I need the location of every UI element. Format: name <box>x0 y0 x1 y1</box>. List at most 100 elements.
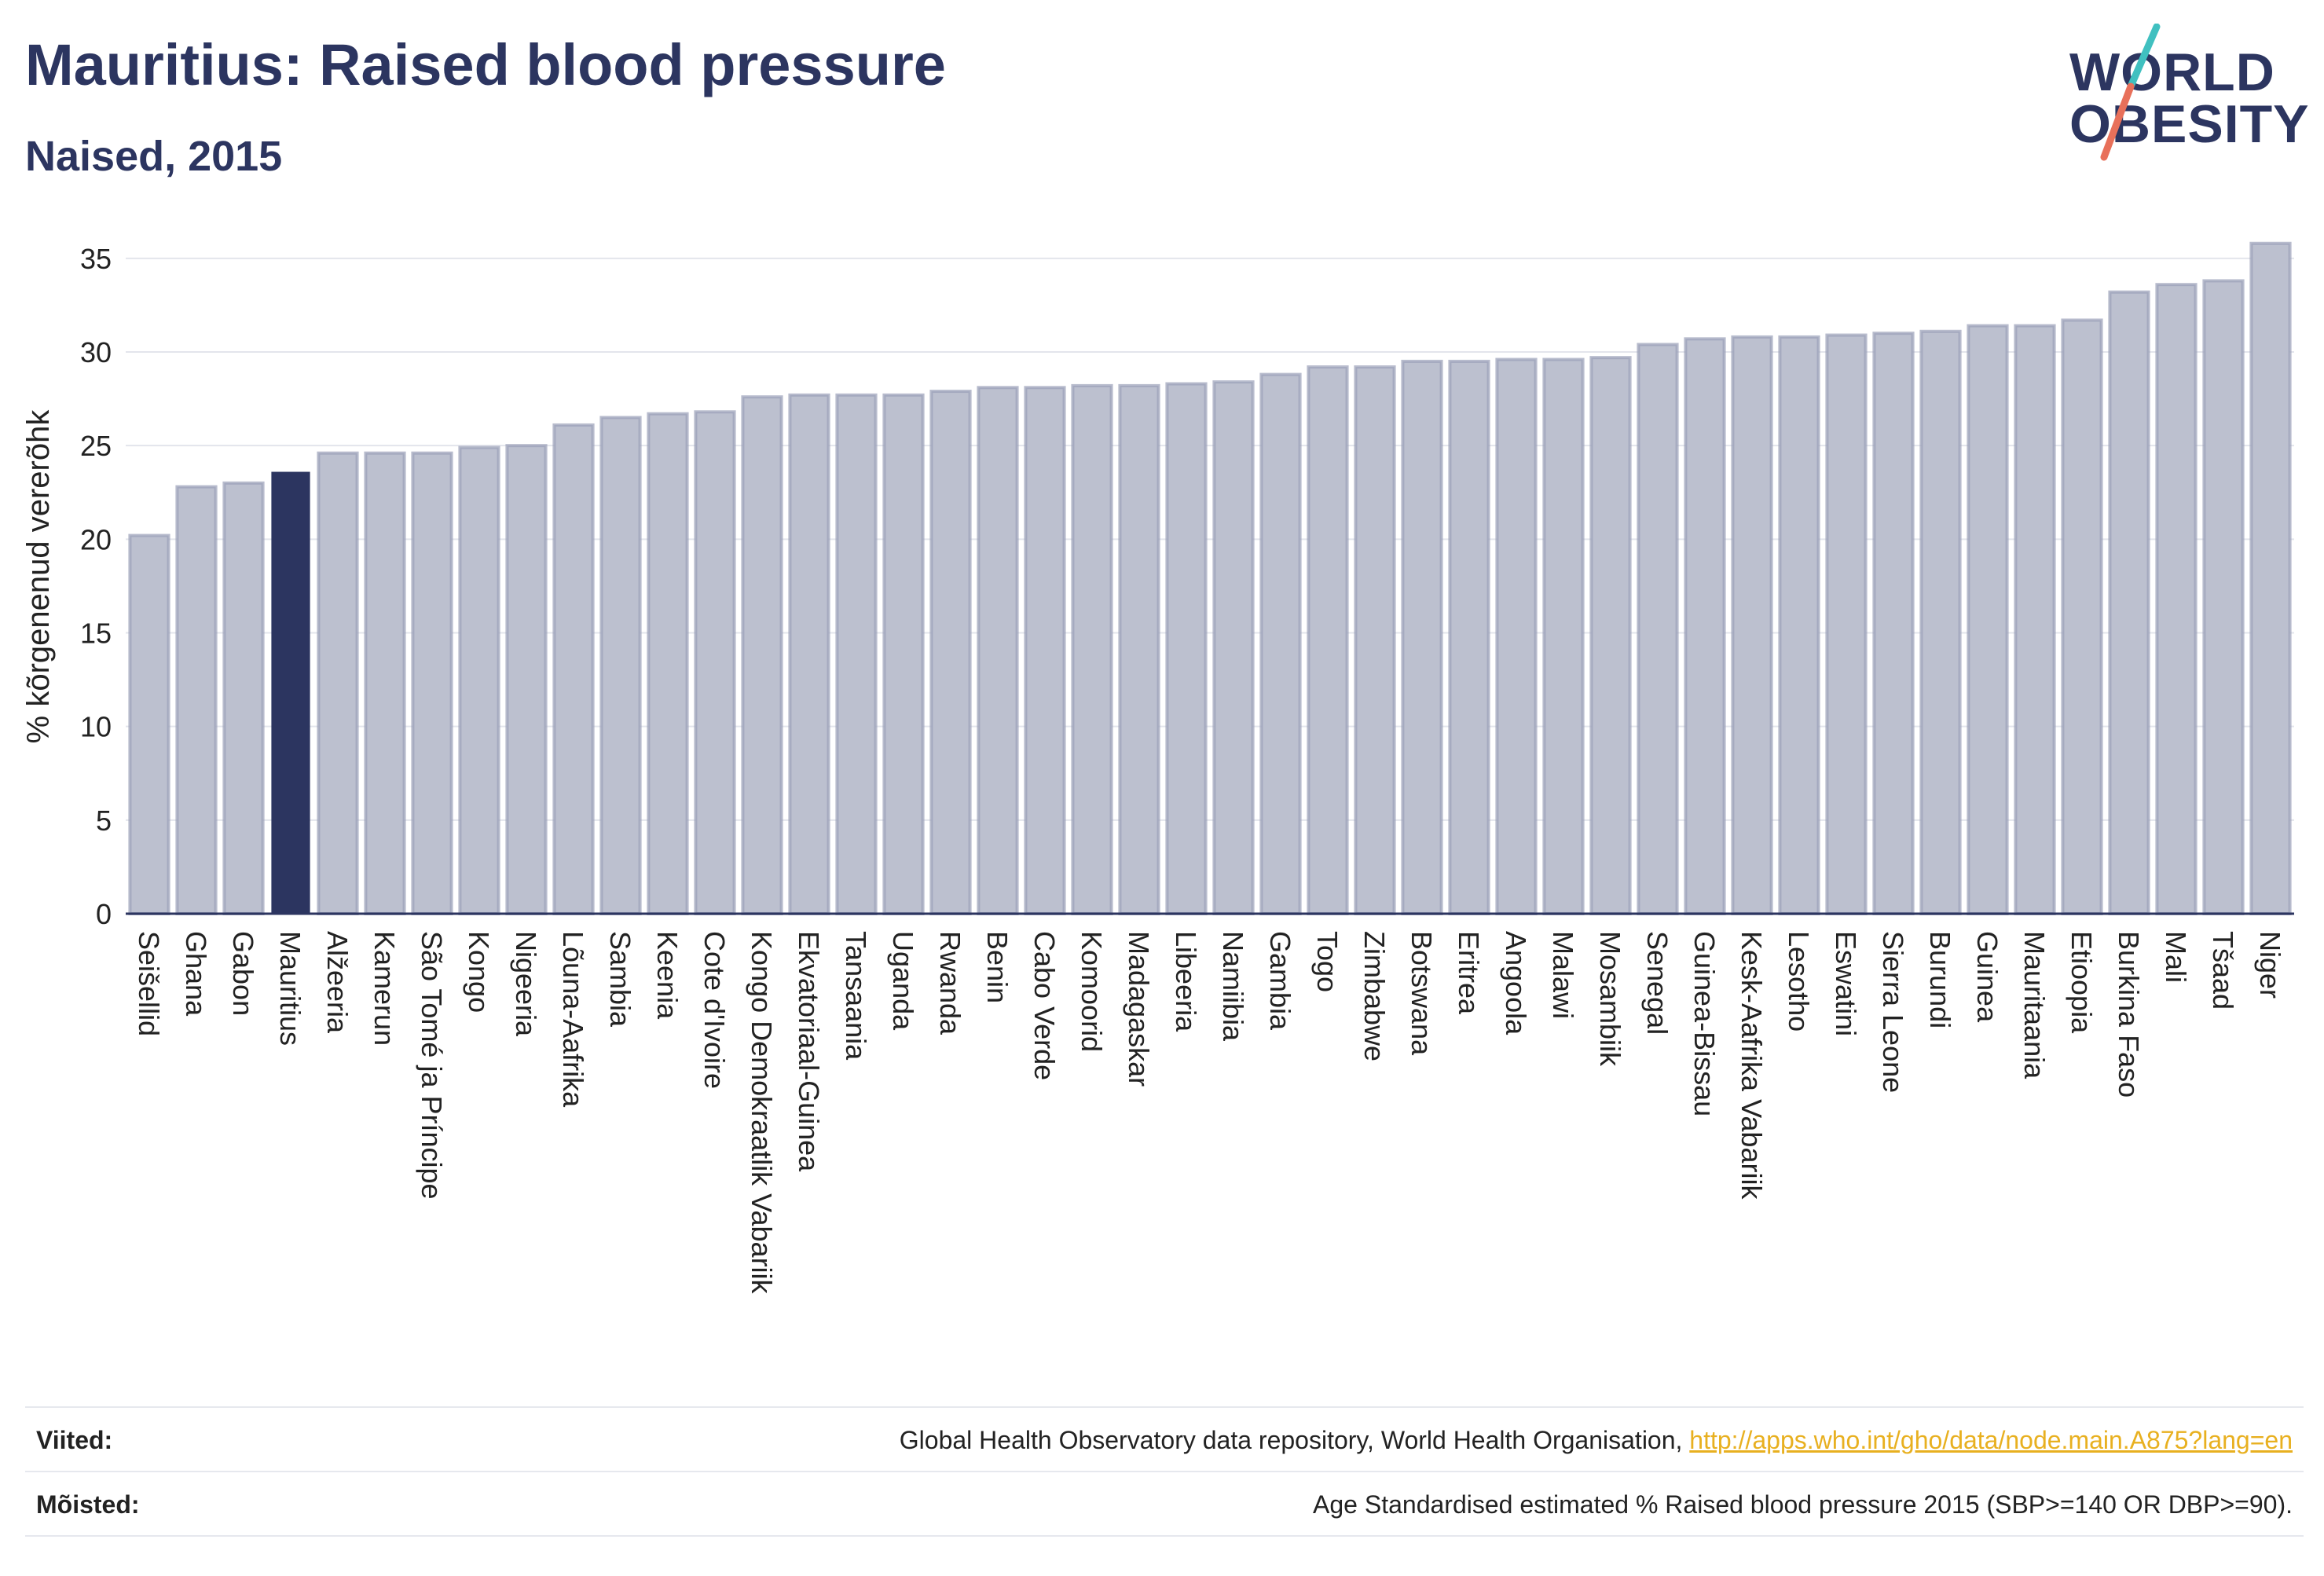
bar <box>1967 324 2009 915</box>
x-tick-label: Togo <box>1311 931 1343 992</box>
x-tick-label: Zimbabwe <box>1358 931 1391 1061</box>
bar <box>694 410 736 915</box>
x-tick-label: Burkina Faso <box>2113 931 2145 1098</box>
x-tick-label: Eswatini <box>1830 931 1862 1036</box>
bar <box>317 451 359 915</box>
x-tick-label: Tšaad <box>2207 931 2239 1010</box>
x-tick-label: Lõuna-Aafrika <box>557 931 589 1108</box>
y-tick-label: 10 <box>80 711 112 743</box>
bar <box>1024 386 1066 915</box>
x-tick-label: Madagaskar <box>1123 931 1155 1087</box>
bar <box>2155 283 2198 915</box>
x-tick-label: Ekvatoriaal-Guinea <box>793 931 825 1172</box>
bar <box>1589 356 1632 915</box>
bar <box>1448 359 1490 915</box>
x-tick-label: Kongo <box>463 931 495 1013</box>
bar <box>741 395 783 915</box>
bar <box>364 451 406 915</box>
x-tick-label: Kongo Demokraatlik Vabariik <box>746 931 778 1295</box>
x-tick-label: Ghana <box>180 931 212 1017</box>
x-tick-label: Mali <box>2160 931 2192 983</box>
definitions-row: Mõisted: Age Standardised estimated % Ra… <box>25 1471 2304 1537</box>
x-tick-label: Botswana <box>1406 931 1438 1056</box>
sources-label: Viited: <box>36 1425 113 1454</box>
x-tick-label: Senegal <box>1641 931 1673 1035</box>
y-tick-label: 20 <box>80 523 112 555</box>
sources-text: Global Health Observatory data repositor… <box>899 1425 1690 1454</box>
bar <box>2202 279 2245 915</box>
bar <box>882 393 925 916</box>
x-tick-label: São Tomé ja Príncipe <box>416 931 448 1200</box>
bar <box>1259 372 1302 916</box>
bar <box>1495 357 1538 915</box>
x-tick-label: Etioopia <box>2066 931 2098 1034</box>
bar <box>2061 318 2103 915</box>
x-tick-label: Lesotho <box>1783 931 1815 1032</box>
x-tick-label: Kesk-Aafrika Vabariik <box>1736 931 1768 1200</box>
bar <box>1165 382 1208 915</box>
y-tick-label: 5 <box>96 804 112 837</box>
x-tick-label: Sambia <box>604 931 636 1028</box>
sources-row: Viited: Global Health Observatory data r… <box>25 1406 2304 1472</box>
bar <box>1542 357 1585 915</box>
bar <box>1071 383 1113 915</box>
definitions-label: Mõisted: <box>36 1490 140 1519</box>
x-tick-label: Malawi <box>1547 931 1579 1019</box>
bar <box>271 471 310 914</box>
y-tick-label: 0 <box>96 898 112 930</box>
bar <box>1825 333 1868 915</box>
bar <box>1778 335 1820 915</box>
x-tick-label: Mauritius <box>274 931 306 1046</box>
x-tick-label: Mauritaania <box>2018 931 2051 1079</box>
definitions-text: Age Standardised estimated % Raised bloo… <box>1313 1490 2293 1519</box>
bar <box>1919 329 1962 915</box>
bar <box>458 445 500 915</box>
bar-chart: % kõrgenenud vererõhk 0 5 10 15 20 25 30 35 Seiše… <box>21 241 2294 1295</box>
x-tick-label: Eritrea <box>1453 931 1485 1015</box>
bar <box>1354 365 1396 916</box>
x-tick-label: Libeeria <box>1170 931 1202 1032</box>
logo-slash-icon <box>2100 24 2161 161</box>
footer-divider <box>25 1535 2304 1537</box>
bar <box>505 444 548 915</box>
x-tick-label: Sierra Leone <box>1877 931 1909 1093</box>
x-tick-label: Seišellid <box>133 931 165 1036</box>
x-tick-label: Burundi <box>1924 931 1956 1028</box>
x-tick-label: Gabon <box>227 931 259 1016</box>
x-tick-label: Tansaania <box>840 931 872 1061</box>
bar <box>788 393 830 916</box>
x-tick-label: Nigeeria <box>510 931 542 1037</box>
x-tick-label: Guinea-Bissau <box>1688 931 1721 1116</box>
x-tick-label: Niger <box>2254 931 2286 999</box>
x-tick-label: Uganda <box>887 931 919 1031</box>
sources-link[interactable]: http://apps.who.int/gho/data/node.main.A… <box>1689 1425 2293 1454</box>
bar <box>1307 365 1349 916</box>
bar <box>599 416 642 915</box>
x-tick-label: Rwanda <box>934 931 966 1035</box>
bar <box>552 423 595 915</box>
bar <box>222 481 265 915</box>
bar <box>647 412 689 915</box>
bar <box>929 390 972 915</box>
x-tick-label: Mosambiik <box>1594 931 1626 1067</box>
x-tick-label: Komoorid <box>1076 931 1108 1052</box>
bar <box>1212 380 1255 915</box>
y-tick-label: 35 <box>80 243 112 275</box>
y-tick-label: 25 <box>80 430 112 462</box>
x-tick-label: Cote d'Ivoire <box>698 931 731 1089</box>
bar <box>977 386 1019 915</box>
logo-line-1: WORLD <box>2069 42 2275 102</box>
x-tick-label: Kamerun <box>368 931 401 1046</box>
x-tick-label: Angoola <box>1500 931 1532 1035</box>
bar <box>1637 343 1679 915</box>
bar <box>1118 383 1160 915</box>
x-tick-label: Namiibia <box>1217 931 1249 1042</box>
x-tick-label: Cabo Verde <box>1028 931 1061 1080</box>
x-tick-label: Guinea <box>1971 931 2003 1023</box>
bar <box>1401 359 1443 915</box>
bar <box>1872 332 1915 915</box>
bar <box>1684 337 1726 916</box>
x-tick-label: Alžeeria <box>321 931 354 1034</box>
bar <box>1731 335 1773 915</box>
sources-value: Global Health Observatory data repositor… <box>900 1426 2304 1455</box>
